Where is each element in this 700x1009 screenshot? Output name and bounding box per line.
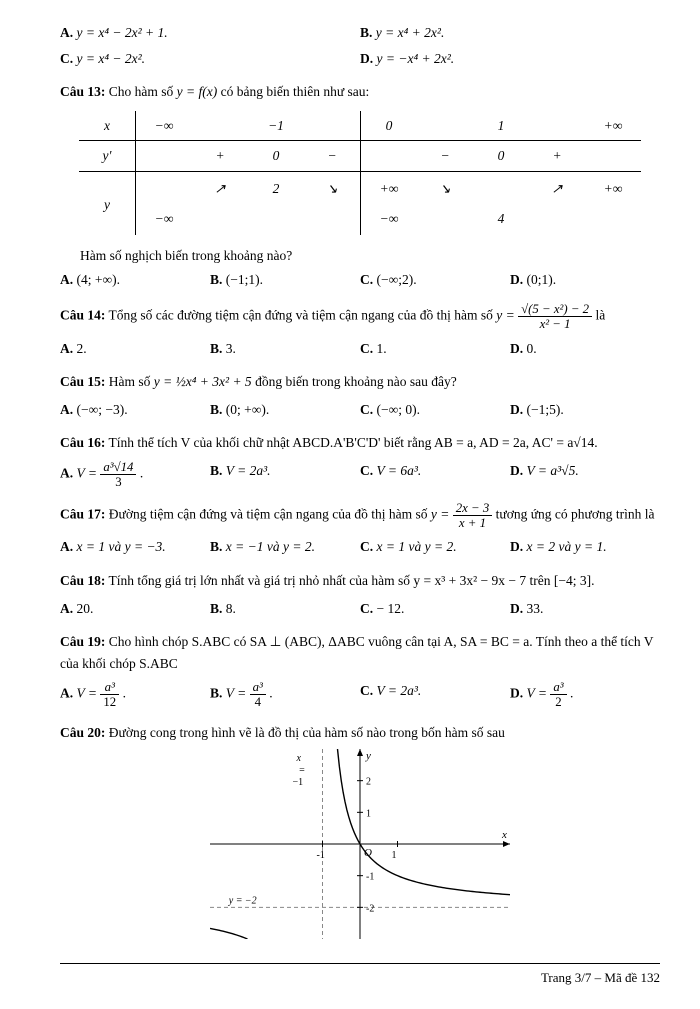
q17-before: Đường tiệm cận đứng và tiệm cận ngang củ… bbox=[109, 507, 431, 522]
variation-table: x −∞ −1 0 1 +∞ y′ + 0− − 0+ y ↗ 2↘ +∞↘ ↗… bbox=[79, 111, 641, 235]
svg-text:−1: −1 bbox=[293, 777, 304, 788]
pre-options: A. y = x⁴ − 2x² + 1. B. y = x⁴ + 2x². C.… bbox=[60, 20, 660, 71]
q19: Câu 19: Cho hình chóp S.ABC có SA ⊥ (ABC… bbox=[60, 631, 660, 674]
q18-label: Câu 18: bbox=[60, 573, 105, 588]
q16-prompt: Tính thể tích V của khối chữ nhật ABCD.A… bbox=[109, 435, 598, 450]
svg-text:x: x bbox=[296, 753, 302, 764]
svg-text:x: x bbox=[501, 829, 507, 841]
q13-opts: A. (4; +∞). B. (−1;1). C. (−∞;2). D. (0;… bbox=[60, 267, 660, 293]
q16-label: Câu 16: bbox=[60, 435, 105, 450]
opt-b: B. y = x⁴ + 2x². bbox=[360, 20, 660, 46]
q13-after: có bảng biến thiên như sau: bbox=[221, 84, 370, 99]
q19-label: Câu 19: bbox=[60, 634, 105, 649]
q19-prompt: Cho hình chóp S.ABC có SA ⊥ (ABC), ΔABC … bbox=[60, 634, 653, 671]
svg-text:2: 2 bbox=[366, 777, 371, 788]
q13-func: y = f(x) bbox=[177, 84, 218, 99]
text-a: y = x⁴ − 2x² + 1. bbox=[77, 25, 168, 40]
opt-a: A. y = x⁴ − 2x² + 1. bbox=[60, 20, 360, 46]
q15-after: đồng biến trong khoảng nào sau đây? bbox=[255, 374, 457, 389]
label-a: A. bbox=[60, 25, 73, 40]
text-b: y = x⁴ + 2x². bbox=[376, 25, 445, 40]
q15-formula: y = ½x⁴ + 3x² + 5 bbox=[154, 374, 252, 389]
q13-before: Cho hàm số bbox=[109, 84, 177, 99]
label-c: C. bbox=[60, 51, 73, 66]
q16: Câu 16: Tính thể tích V của khối chữ nhậ… bbox=[60, 432, 660, 454]
svg-text:y = −2: y = −2 bbox=[228, 895, 257, 906]
svg-text:y: y bbox=[365, 750, 371, 762]
q18-prompt: Tính tổng giá trị lớn nhất và giá trị nh… bbox=[109, 573, 595, 588]
q16-opts: A. V = a³√143 . B. V = 2a³. C. V = 6a³. … bbox=[60, 458, 660, 491]
svg-text:=: = bbox=[299, 765, 306, 776]
q18: Câu 18: Tính tổng giá trị lớn nhất và gi… bbox=[60, 570, 660, 592]
svg-text:1: 1 bbox=[366, 808, 371, 819]
q20-prompt: Đường cong trong hình vẽ là đồ thị của h… bbox=[109, 725, 505, 740]
opt-c: C. y = x⁴ − 2x². bbox=[60, 46, 360, 72]
q14-frac: √(5 − x²) − 2 x² − 1 bbox=[518, 302, 592, 331]
q20-graph: xyO-11-2-112y = −2x=−1 bbox=[210, 749, 510, 939]
page-footer: Trang 3/7 – Mã đề 132 bbox=[60, 963, 660, 989]
q17: Câu 17: Đường tiệm cận đứng và tiệm cận … bbox=[60, 501, 660, 530]
q15-opts: A. (−∞; −3). B. (0; +∞). C. (−∞; 0). D. … bbox=[60, 397, 660, 423]
q15: Câu 15: Hàm số y = ½x⁴ + 3x² + 5 đồng bi… bbox=[60, 371, 660, 393]
q14-opts: A. 2. B. 3. C. 1. D. 0. bbox=[60, 336, 660, 362]
q14-prompt: Tổng số các đường tiệm cận đứng và tiệm … bbox=[109, 308, 497, 323]
q14-tail: là bbox=[595, 308, 605, 323]
q17-opts: A. x = 1 và y = −3. B. x = −1 và y = 2. … bbox=[60, 534, 660, 560]
q17-after: tương ứng có phương trình là bbox=[496, 507, 655, 522]
q19-opts: A. V = a³12 . B. V = a³4 . C. V = 2a³. D… bbox=[60, 678, 660, 711]
q14: Câu 14: Tổng số các đường tiệm cận đứng … bbox=[60, 302, 660, 331]
q13: Câu 13: Cho hàm số y = f(x) có bảng biến… bbox=[60, 81, 660, 103]
q13-subprompt: Hàm số nghịch biến trong khoảng nào? bbox=[80, 245, 660, 267]
q13-label: Câu 13: bbox=[60, 84, 105, 99]
text-c: y = x⁴ − 2x². bbox=[77, 51, 146, 66]
q17-label: Câu 17: bbox=[60, 507, 105, 522]
svg-text:-2: -2 bbox=[366, 903, 374, 914]
q17-frac: 2x − 3 x + 1 bbox=[453, 501, 493, 530]
q20: Câu 20: Đường cong trong hình vẽ là đồ t… bbox=[60, 722, 660, 744]
svg-text:1: 1 bbox=[392, 850, 397, 861]
svg-text:-1: -1 bbox=[317, 850, 325, 861]
q20-label: Câu 20: bbox=[60, 725, 105, 740]
q15-label: Câu 15: bbox=[60, 374, 105, 389]
text-d: y = −x⁴ + 2x². bbox=[377, 51, 455, 66]
q14-label: Câu 14: bbox=[60, 308, 105, 323]
opt-d: D. y = −x⁴ + 2x². bbox=[360, 46, 660, 72]
label-b: B. bbox=[360, 25, 372, 40]
svg-text:-1: -1 bbox=[366, 872, 374, 883]
q18-opts: A. 20. B. 8. C. − 12. D. 33. bbox=[60, 596, 660, 622]
label-d: D. bbox=[360, 51, 373, 66]
q15-before: Hàm số bbox=[109, 374, 154, 389]
